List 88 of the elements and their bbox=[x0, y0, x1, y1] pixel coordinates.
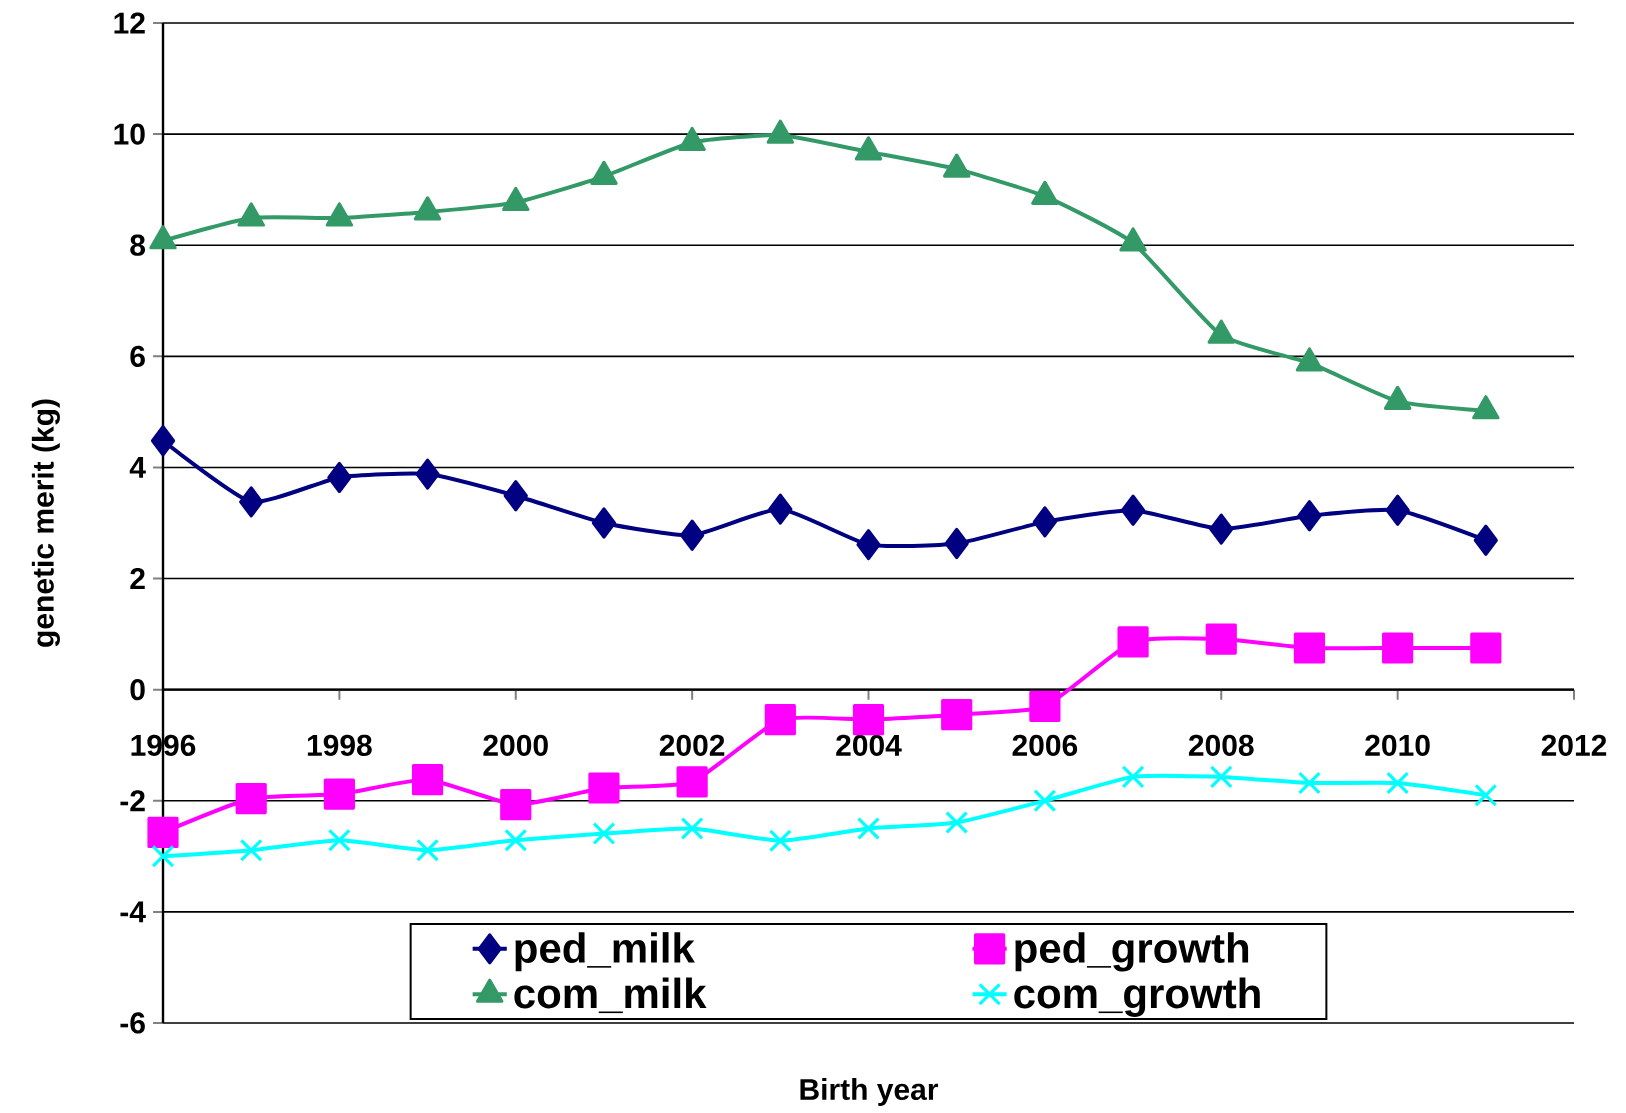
x-tick-label: 2002 bbox=[659, 734, 725, 757]
point bbox=[1119, 227, 1147, 252]
point bbox=[1031, 180, 1059, 206]
point bbox=[1293, 632, 1326, 664]
point bbox=[323, 778, 355, 810]
legend-label: com_milk bbox=[514, 977, 707, 1014]
y-tick-label: -6 bbox=[120, 1012, 145, 1034]
point bbox=[1470, 632, 1502, 664]
point bbox=[1386, 771, 1410, 795]
x-tick-label: 1998 bbox=[307, 734, 372, 757]
x-tick-label: 2010 bbox=[1365, 734, 1430, 757]
point bbox=[941, 699, 973, 731]
point bbox=[1029, 690, 1061, 723]
point bbox=[1209, 765, 1233, 789]
point bbox=[680, 519, 705, 551]
point bbox=[592, 822, 616, 846]
point bbox=[766, 119, 795, 144]
y-tick-label: 2 bbox=[130, 568, 145, 590]
x-tick-label: 2006 bbox=[1012, 734, 1078, 757]
point bbox=[944, 528, 969, 560]
point bbox=[1382, 632, 1414, 664]
point bbox=[147, 816, 179, 849]
point bbox=[416, 838, 440, 862]
x-tick-label: 2000 bbox=[483, 734, 548, 757]
point bbox=[415, 458, 440, 490]
point bbox=[768, 493, 793, 525]
point bbox=[588, 772, 620, 804]
y-tick-label: -4 bbox=[120, 901, 146, 923]
legend-label: com_growth bbox=[1014, 977, 1260, 1018]
y-axis-title: genetic merit (kg) bbox=[31, 399, 60, 647]
point bbox=[856, 529, 881, 561]
point bbox=[1120, 494, 1146, 526]
point bbox=[1205, 623, 1237, 655]
point bbox=[1209, 513, 1234, 545]
point bbox=[1474, 783, 1498, 807]
point bbox=[768, 829, 792, 853]
point bbox=[1297, 500, 1322, 532]
x-tick-label: 2008 bbox=[1188, 734, 1254, 757]
point bbox=[1385, 494, 1410, 526]
point bbox=[413, 196, 442, 221]
point bbox=[1383, 385, 1412, 411]
y-tick-label: 8 bbox=[130, 234, 146, 256]
point bbox=[503, 480, 528, 512]
point bbox=[1033, 789, 1057, 813]
point bbox=[854, 136, 883, 161]
point bbox=[590, 160, 618, 186]
point bbox=[149, 225, 177, 250]
point bbox=[676, 766, 708, 798]
y-tick-label: 6 bbox=[130, 345, 145, 368]
point bbox=[1032, 506, 1057, 538]
point bbox=[235, 783, 267, 815]
point bbox=[1117, 626, 1149, 658]
legend-label: ped_milk bbox=[515, 932, 695, 972]
x-tick-label: 2004 bbox=[836, 734, 902, 757]
y-tick-label: -2 bbox=[120, 790, 145, 812]
point bbox=[591, 507, 617, 539]
point bbox=[764, 704, 796, 736]
point bbox=[239, 838, 263, 862]
y-tick-label: 0 bbox=[130, 679, 145, 701]
point bbox=[678, 127, 706, 152]
point bbox=[150, 425, 176, 457]
y-tick-label: 12 bbox=[114, 12, 145, 34]
y-tick-label: 4 bbox=[129, 457, 146, 478]
point bbox=[1295, 347, 1324, 372]
point bbox=[945, 811, 969, 835]
legend-label: ped_growth bbox=[1015, 932, 1249, 972]
point bbox=[502, 186, 530, 212]
point bbox=[411, 764, 444, 796]
point bbox=[325, 202, 354, 227]
point bbox=[327, 461, 352, 494]
point bbox=[151, 844, 175, 868]
point bbox=[239, 486, 264, 518]
point bbox=[857, 817, 881, 841]
point bbox=[852, 704, 885, 736]
point bbox=[327, 828, 351, 852]
point bbox=[1473, 524, 1498, 556]
point bbox=[237, 202, 265, 227]
y-tick-label: 10 bbox=[114, 123, 145, 145]
x-axis-title: Birth year bbox=[800, 1078, 939, 1107]
point bbox=[942, 153, 971, 178]
point bbox=[680, 817, 704, 841]
point bbox=[1121, 765, 1145, 789]
point bbox=[1297, 771, 1321, 795]
point bbox=[504, 828, 528, 852]
x-tick-label: 2012 bbox=[1541, 734, 1607, 757]
point bbox=[1472, 395, 1500, 420]
point bbox=[500, 789, 532, 821]
point bbox=[1207, 319, 1235, 344]
